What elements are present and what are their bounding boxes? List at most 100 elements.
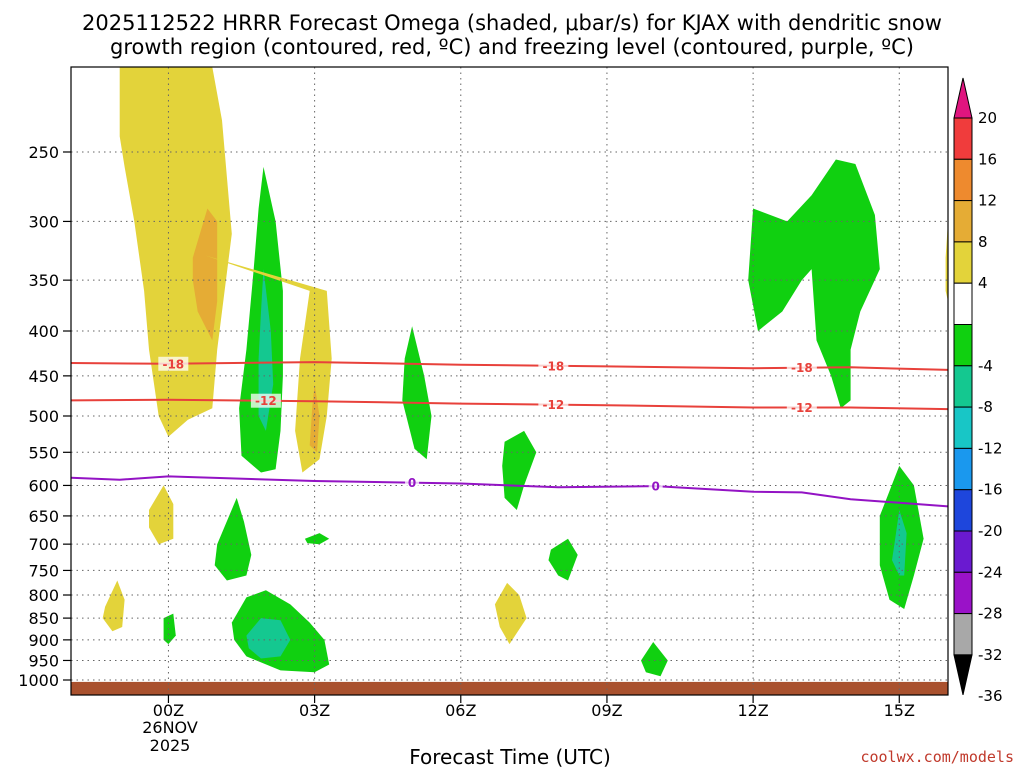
omega-region-green-07z-column [502, 430, 537, 510]
colorbar-label-13: -36 [978, 687, 1003, 705]
y-tick-label-650: 650 [28, 507, 59, 526]
contour-label-bg-dgz-minus18-0 [158, 356, 189, 371]
contour-label-freezing-level-1: 0 [651, 480, 659, 494]
colorbar-label-2: 12 [978, 192, 997, 210]
contour-line-dgz-minus12 [70, 398, 949, 411]
contour-label-bg-dgz-minus18-2 [786, 360, 817, 375]
contour-label-bg-dgz-minus12-2 [786, 400, 817, 415]
colorbar-bin--24-to--20 [953, 489, 973, 532]
omega-region-teal-lower-02z [246, 618, 291, 659]
colorbar-label-12: -32 [978, 646, 1003, 664]
colorbar-bin--8-to--4 [953, 324, 973, 367]
omega-region-yellow-upper-left [119, 67, 232, 437]
colorbar-label-3: 8 [978, 233, 988, 251]
colorbar-bin-16-to-20 [953, 117, 973, 160]
colorbar-label-4: 4 [978, 274, 988, 292]
y-tick-label-250: 250 [28, 143, 59, 162]
omega-region-green-0330-blob [304, 533, 330, 545]
colorbar-bin--4-to-4 [953, 282, 973, 326]
contour-label-bg-freezing-level-0 [405, 475, 420, 490]
contour-label-dgz-minus18-2: -18 [791, 361, 813, 375]
omega-shaded-regions [102, 67, 948, 677]
colorbar-label-0: 20 [978, 109, 997, 127]
plot-gridlines [71, 67, 948, 695]
colorbar-label-6: -8 [978, 398, 993, 416]
x-date-label: 26NOV [142, 718, 198, 737]
colorbar-label-11: -28 [978, 605, 1003, 623]
colorbar-bin-12-to-16 [953, 158, 973, 202]
omega-region-green-mid-left [214, 497, 252, 581]
colorbar-bin-8-to-12 [953, 200, 973, 243]
colorbar-label-8: -16 [978, 481, 1003, 499]
y-tick-label-1000: 1000 [18, 671, 59, 690]
y-tick-label-550: 550 [28, 443, 59, 462]
y-tick-label-700: 700 [28, 535, 59, 554]
omega-region-green-08z-blob [548, 538, 578, 581]
y-tick-label-800: 800 [28, 586, 59, 605]
omega-region-yellow-03z-column [205, 255, 332, 473]
omega-region-yellow-lower-left [102, 580, 125, 632]
y-tick-label-350: 350 [28, 271, 59, 290]
omega-region-teal-02z-column [258, 269, 274, 431]
colorbar-label-10: -24 [978, 563, 1003, 581]
x-tick-label-15Z: 15Z [884, 701, 915, 720]
omega-region-yellow-07z-blob [494, 582, 527, 645]
contour-label-dgz-minus18-0: -18 [162, 357, 184, 371]
y-tick-label-900: 900 [28, 631, 59, 650]
contour-label-dgz-minus12-1: -12 [543, 398, 565, 412]
x-tick-label-06Z: 06Z [445, 701, 476, 720]
contour-label-dgz-minus12-2: -12 [791, 401, 813, 415]
contour-label-dgz-minus12-0: -12 [255, 394, 277, 408]
colorbar-bin--28-to--24 [953, 530, 973, 573]
contour-label-bg-dgz-minus12-1 [538, 397, 569, 412]
colorbar-label-5: -4 [978, 357, 993, 375]
contour-label-bg-dgz-minus12-0 [250, 393, 281, 408]
colorbar-top-arrow [953, 77, 973, 119]
contour-line-dgz-minus18 [70, 361, 949, 371]
colorbar-bin--16-to--12 [953, 406, 973, 449]
x-axis-ticks: 00Z 03Z 06Z 09Z 12Z 15Z [153, 695, 915, 720]
y-tick-label-850: 850 [28, 609, 59, 628]
credit-text: coolwx.com/models [860, 748, 1014, 766]
y-tick-label-600: 600 [28, 476, 59, 495]
colorbar-label-7: -12 [978, 439, 1003, 457]
omega-region-green-10z-blob [641, 642, 668, 677]
colorbar-bin--32-to--28 [953, 571, 973, 615]
y-tick-label-950: 950 [28, 651, 59, 670]
chart-title-line-1: 2025112522 HRRR Forecast Omega (shaded, … [82, 11, 942, 35]
colorbar-label-9: -20 [978, 522, 1003, 540]
colorbar: 20 16 12 8 4 -4 -8 -12 -16 -20 -24 -28 -32 -36 [953, 77, 1003, 705]
colorbar-bin--20-to--16 [953, 447, 973, 491]
y-axis-ticks: 250 300 350 400 450 500 550 600 650 700 750 800 850 9… [18, 143, 71, 690]
omega-region-teal-lower-right [892, 510, 907, 576]
y-tick-label-750: 750 [28, 561, 59, 580]
x-axis-title: Forecast Time (UTC) [409, 745, 611, 768]
colorbar-bottom-arrow [953, 654, 973, 696]
ground-surface-band [71, 681, 948, 695]
chart-title-line-2: growth region (contoured, red, ºC) and f… [110, 35, 914, 59]
contour-label-dgz-minus18-1: -18 [543, 359, 565, 373]
omega-region-orange-upper-left [192, 208, 218, 341]
y-tick-label-400: 400 [28, 322, 59, 341]
x-tick-label-00Z: 00Z [153, 701, 184, 720]
contour-label-bg-dgz-minus18-1 [538, 358, 569, 373]
omega-region-green-lower-left [163, 613, 176, 645]
plot-frame [70, 66, 949, 696]
chart-titles: 2025112522 HRRR Forecast Omega (shaded, … [82, 11, 942, 59]
y-tick-label-450: 450 [28, 367, 59, 386]
colorbar-label-1: 16 [978, 150, 997, 168]
contour-label-freezing-level-0: 0 [408, 476, 416, 490]
omega-region-green-05z-column [402, 326, 432, 460]
contour-label-bg-freezing-level-1 [648, 479, 663, 494]
x-tick-label-03Z: 03Z [299, 701, 330, 720]
x-year-label: 2025 [150, 736, 191, 755]
x-tick-label-09Z: 09Z [591, 701, 622, 720]
x-tick-label-12Z: 12Z [737, 701, 768, 720]
omega-region-yellow-mid-left [149, 485, 174, 545]
y-tick-label-300: 300 [28, 212, 59, 231]
temperature-contours: -18 -18 -18 -12 -12 -12 0 0 [70, 356, 949, 508]
contour-line-freezing-level [70, 475, 949, 508]
y-tick-label-500: 500 [28, 407, 59, 426]
colorbar-bin--36-to--32 [953, 613, 973, 656]
